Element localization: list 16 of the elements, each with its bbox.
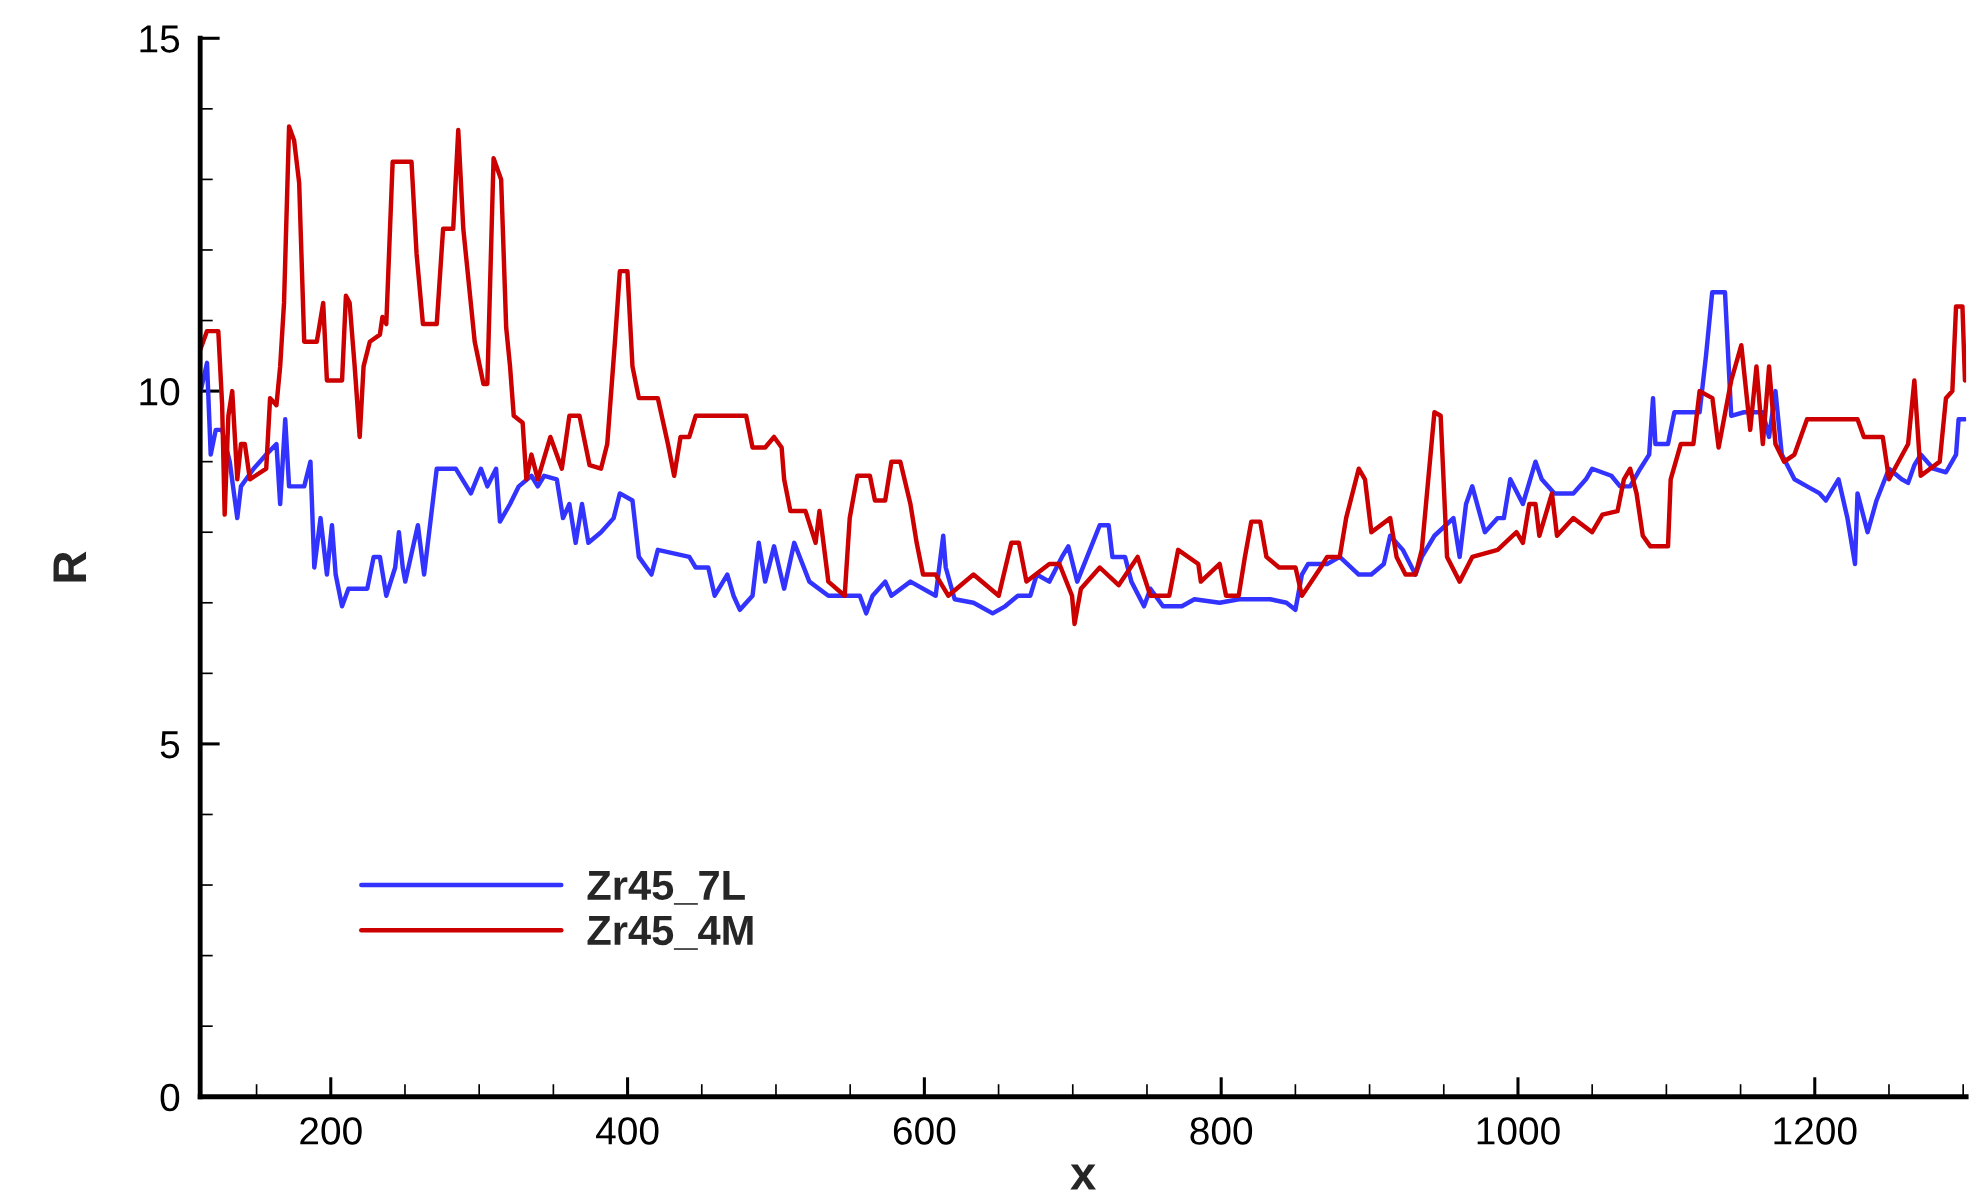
y-tick-label: 0 bbox=[160, 1083, 180, 1112]
x-axis-title: x bbox=[1070, 1164, 1096, 1190]
x-tick-label: 1200 bbox=[1774, 1117, 1857, 1145]
y-tick-label: 10 bbox=[140, 378, 180, 406]
x-tick-label: 400 bbox=[596, 1117, 659, 1145]
y-tick-label: 5 bbox=[160, 731, 180, 759]
line-series bbox=[200, 290, 1967, 616]
legend-label: Zr45_4M bbox=[587, 916, 753, 950]
x-tick-label: 800 bbox=[1190, 1117, 1253, 1145]
line-series bbox=[200, 124, 1967, 627]
x-tick-label: 600 bbox=[893, 1117, 956, 1145]
x-tick-label: 200 bbox=[300, 1117, 362, 1145]
y-tick-label: 15 bbox=[140, 25, 180, 53]
x-tick-label: 1000 bbox=[1477, 1117, 1560, 1145]
legend-label: Zr45_7L bbox=[587, 870, 745, 905]
y-axis-title: R bbox=[53, 551, 87, 582]
